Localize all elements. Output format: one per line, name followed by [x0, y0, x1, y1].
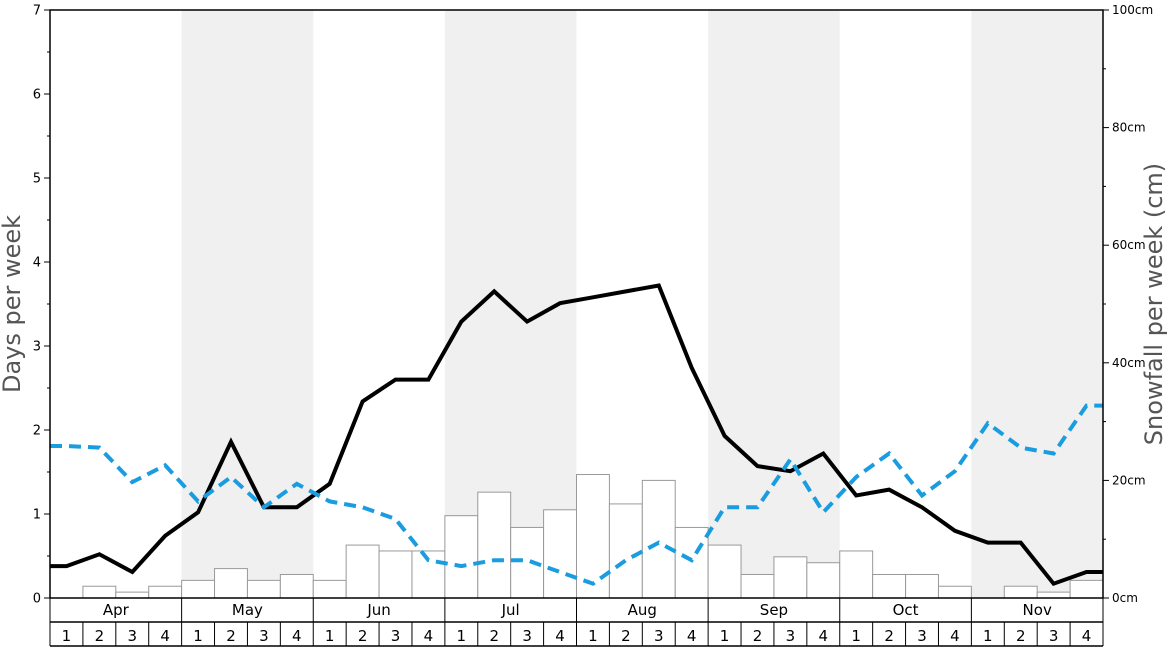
week-label: 3	[786, 627, 796, 645]
left-tick-label: 7	[33, 4, 41, 19]
snowfall-bar	[641, 479, 676, 599]
week-label: 2	[95, 627, 105, 645]
left-tick-label: 0	[33, 592, 41, 607]
right-tick-label: 20cm	[1112, 473, 1146, 487]
snowfall-bar	[674, 526, 709, 599]
snowfall-bar	[345, 544, 380, 599]
right-axis-title: Snowfall per week (cm)	[1140, 163, 1168, 445]
week-label: 4	[1082, 627, 1092, 645]
month-label: Jun	[366, 601, 390, 619]
snowfall-bar	[312, 579, 347, 599]
month-row: Apr May Jun Jul Aug Sep Oct Nov	[49, 598, 1104, 623]
snowfall-bar	[214, 568, 248, 599]
snowfall-bar	[82, 585, 117, 599]
snowfall-bar	[773, 556, 808, 599]
week-label: 2	[621, 627, 631, 645]
week-label: 2	[1016, 627, 1026, 645]
week-label: 4	[292, 627, 302, 645]
week-label: 1	[325, 627, 335, 645]
left-tick-label: 4	[33, 256, 41, 271]
left-tick-label: 3	[33, 340, 41, 355]
snowfall-bar	[608, 503, 643, 599]
solid-line	[50, 283, 1103, 587]
snowfall-bar	[937, 585, 972, 599]
week-label: 3	[522, 627, 532, 645]
week-label: 4	[160, 627, 170, 645]
month-shade-5	[708, 10, 840, 598]
right-tick-label: 40cm	[1112, 356, 1146, 370]
month-label: May	[232, 601, 263, 619]
week-label: 4	[687, 627, 697, 645]
week-label: 2	[884, 627, 894, 645]
week-label: 2	[489, 627, 499, 645]
snowfall-bar	[378, 550, 413, 599]
week-label: 1	[62, 627, 72, 645]
month-label: Nov	[1023, 601, 1052, 619]
week-label: 3	[917, 627, 927, 645]
snowfall-bar	[246, 579, 281, 599]
week-label: 3	[391, 627, 401, 645]
week-row: 1 2 3 4 1 2 3 4 1 2 3 4 1 2 3 4 1 2 3 4 1 2 3 4 1 2 3 4 1 2 3 4	[49, 622, 1104, 647]
snowfall-bar	[839, 550, 874, 599]
week-label: 3	[654, 627, 664, 645]
right-tick-label: 60cm	[1112, 238, 1146, 252]
snowfall-bar	[444, 515, 479, 599]
week-label: 2	[358, 627, 368, 645]
month-label: Aug	[628, 601, 657, 619]
week-label: 4	[819, 627, 829, 645]
left-tick-label: 2	[33, 424, 41, 439]
week-label: 1	[193, 627, 203, 645]
month-label: Sep	[760, 601, 788, 619]
right-tick-label: 0cm	[1112, 591, 1138, 605]
week-label: 1	[851, 627, 861, 645]
week-label: 2	[226, 627, 236, 645]
dashed-line	[50, 403, 1103, 586]
snowfall-bar	[576, 474, 610, 599]
week-label: 2	[753, 627, 763, 645]
snowfall-bar	[707, 544, 742, 599]
week-label: 1	[457, 627, 467, 645]
right-tick-label: 80cm	[1112, 121, 1146, 135]
week-label: 4	[950, 627, 960, 645]
month-label: Apr	[103, 601, 130, 619]
snowfall-bar	[543, 509, 577, 599]
snowfall-bars	[82, 474, 1104, 599]
snowfall-bar	[181, 579, 216, 599]
snowfall-bar	[740, 573, 775, 599]
snowfall-bar	[872, 573, 907, 599]
week-label: 4	[555, 627, 565, 645]
week-label: 4	[424, 627, 434, 645]
left-tick-label: 1	[33, 508, 41, 523]
week-label: 1	[983, 627, 993, 645]
left-axis-title: Days per week	[0, 215, 26, 393]
right-tick-label: 100cm	[1112, 3, 1153, 17]
day-lines	[50, 283, 1103, 587]
week-label: 3	[127, 627, 137, 645]
week-label: 3	[1049, 627, 1059, 645]
snowfall-bar	[1003, 585, 1038, 599]
snowfall-bar	[1069, 579, 1104, 599]
snowfall-bar	[279, 573, 314, 599]
week-label: 3	[259, 627, 269, 645]
snowfall-bar	[905, 573, 939, 599]
snowfall-bar	[1036, 591, 1071, 599]
week-label: 1	[588, 627, 598, 645]
right-axis: 0cm 20cm 40cm 60cm 80cm 100cm	[1103, 3, 1153, 605]
snowfall-bar	[148, 585, 183, 599]
left-axis: 0 1 2 3 4 5 6 7	[33, 4, 50, 607]
month-label: Jul	[501, 601, 520, 619]
week-label: 1	[720, 627, 730, 645]
left-tick-label: 5	[33, 172, 41, 187]
snowfall-bar	[806, 562, 841, 599]
month-label: Oct	[893, 601, 919, 619]
month-shade-7	[971, 10, 1103, 598]
snowfall-bar	[115, 591, 150, 599]
snowfall-bar	[477, 491, 512, 599]
left-tick-label: 6	[33, 88, 41, 103]
